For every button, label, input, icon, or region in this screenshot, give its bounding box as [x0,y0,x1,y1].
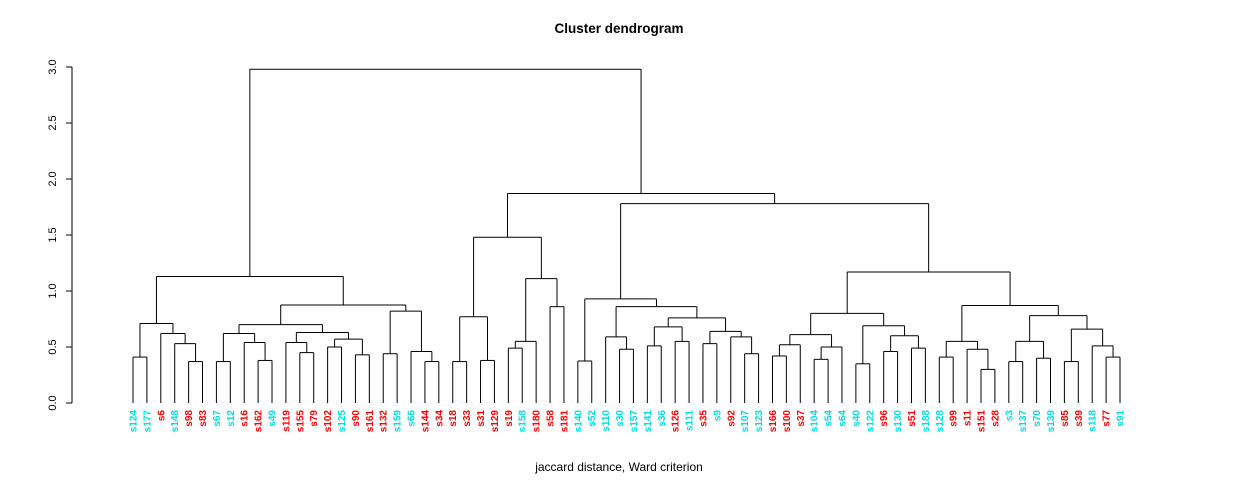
leaf-label: s66 [407,410,418,427]
leaf-label: s96 [879,410,890,427]
leaf-label: s91 [1116,410,1127,427]
leaf-label: s6 [156,410,167,422]
y-axis-tick-label: 2.0 [47,171,59,186]
leaf-label: s159 [393,410,404,433]
leaf-label: s35 [698,410,709,427]
leaf-label: s100 [782,410,793,433]
leaf-label: s36 [657,410,668,427]
leaf-label: s119 [281,410,292,432]
leaf-labels: s124 s177 s6 s148 s98 s83 s67 s12 s16 s162 s49 s119… [129,410,1127,433]
leaf-label: s125 [337,410,348,433]
leaf-label: s111 [685,410,696,432]
leaf-label: s130 [893,410,904,433]
leaf-label: s162 [254,410,265,433]
leaf-label: s140 [573,410,584,433]
leaf-label: s54 [824,410,835,427]
leaf-label: s12 [226,410,237,427]
leaf-label: s126 [671,410,682,433]
leaf-label: s49 [268,410,279,427]
leaf-label: s99 [949,410,960,427]
leaf-label: s67 [212,410,223,427]
leaf-label: s77 [1102,410,1113,427]
leaf-label: s188 [921,410,932,433]
leaf-label: s128 [935,410,946,433]
leaf-label: s51 [907,410,918,427]
leaf-label: s177 [142,410,153,433]
leaf-label: s90 [351,410,362,427]
y-axis-tick-label: 0.0 [47,395,59,410]
leaf-label: s83 [198,410,209,427]
leaf-label: s107 [740,410,751,433]
leaf-label: s118 [1088,410,1099,432]
leaf-label: s39 [1074,410,1085,427]
leaf-label: s166 [768,410,779,433]
dendrogram-lines [132,68,1121,403]
y-axis: 0.0 0.5 1.0 1.5 2.0 2.5 3.0 [47,59,73,411]
leaf-label: s124 [129,410,140,433]
leaf-label: s19 [504,410,515,427]
leaf-label: s9 [712,410,723,422]
leaf-label: s79 [309,410,320,427]
leaf-label: s104 [810,410,821,433]
leaf-label: s158 [518,410,529,433]
leaf-label: s58 [546,410,557,427]
leaf-label: s157 [629,410,640,433]
leaf-label: s132 [379,410,390,433]
y-axis-tick-label: 1.5 [47,227,59,242]
y-axis-tick-label: 3.0 [47,59,59,74]
leaf-label: s30 [615,410,626,427]
x-axis-caption: jaccard distance, Ward criterion [535,460,703,474]
leaf-label: s92 [726,410,737,427]
leaf-label: s137 [1018,410,1029,433]
leaf-label: s180 [532,410,543,433]
leaf-label: s3 [1004,410,1015,422]
leaf-label: s34 [434,410,445,427]
leaf-label: s11 [963,410,974,427]
leaf-label: s102 [323,410,334,433]
leaf-label: s37 [796,410,807,427]
y-axis-tick-label: 2.5 [47,115,59,130]
leaf-label: s18 [448,410,459,427]
leaf-label: s144 [420,410,431,433]
leaf-label: s181 [559,410,570,433]
leaf-label: s52 [587,410,598,427]
leaf-label: s148 [170,410,181,433]
y-axis-tick-label: 0.5 [47,339,59,354]
leaf-label: s33 [462,410,473,427]
leaf-label: s28 [990,410,1001,427]
leaf-label: s141 [643,410,654,433]
leaf-label: s151 [976,410,987,433]
chart-title: Cluster dendrogram [554,21,684,36]
leaf-label: s123 [754,410,765,433]
leaf-label: s161 [365,410,376,433]
leaf-label: s122 [865,410,876,433]
y-axis-tick-label: 1.0 [47,283,59,298]
leaf-label: s139 [1046,410,1057,433]
leaf-label: s155 [295,410,306,433]
leaf-label: s110 [601,410,612,432]
leaf-label: s16 [240,410,251,427]
leaf-label: s85 [1060,410,1071,427]
leaf-label: s40 [851,410,862,427]
leaf-label: s98 [184,410,195,427]
leaf-label: s31 [476,410,487,427]
leaf-label: s64 [837,410,848,427]
leaf-label: s129 [490,410,501,433]
leaf-label: s70 [1032,410,1043,427]
